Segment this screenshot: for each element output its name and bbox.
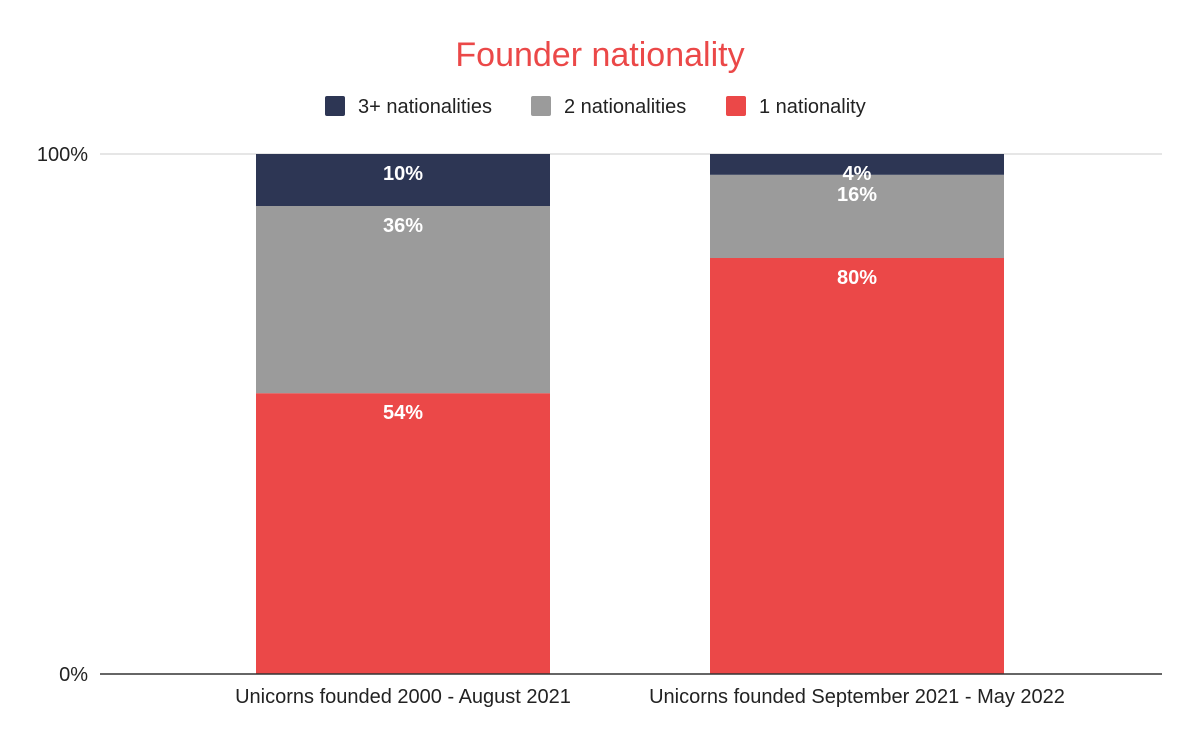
y-tick-label: 0% (59, 664, 88, 686)
legend-swatch (325, 96, 345, 116)
chart-title: Founder nationality (455, 36, 744, 74)
bar-segment-3plus-nationalities (710, 154, 1004, 175)
legend: 3+ nationalities 2 nationalities 1 nationa… (325, 96, 866, 118)
data-labels: 54% 36% 10% 80% 16%4% (383, 163, 877, 424)
legend-item-3plus-nationalities: 3+ nationalities (325, 96, 492, 118)
bar-segment-1-nationality (710, 258, 1004, 674)
legend-swatch (531, 96, 551, 116)
bar-segment-3plus-nationalities (256, 154, 550, 206)
legend-item-1-nationality: 1 nationality (726, 96, 866, 118)
bars (256, 154, 1004, 674)
data-label: 54% (383, 402, 423, 424)
x-category-label: Unicorns founded 2000 - August 2021 (235, 686, 571, 708)
data-label: 36% (383, 215, 423, 237)
data-label: 80% (837, 267, 877, 289)
axes: 0% 100% Unicorns founded 2000 - August 202… (37, 144, 1162, 708)
legend-label: 3+ nationalities (358, 96, 492, 118)
x-category-label: Unicorns founded September 2021 - May 20… (649, 686, 1065, 708)
legend-label: 1 nationality (759, 96, 866, 118)
legend-label: 2 nationalities (564, 96, 686, 118)
legend-item-2-nationalities: 2 nationalities (531, 96, 686, 118)
data-label: 10% (383, 163, 423, 185)
data-label: 4% (843, 163, 872, 185)
bar-segment-1-nationality (256, 393, 550, 674)
legend-swatch (726, 96, 746, 116)
y-tick-label: 100% (37, 144, 88, 166)
data-label: 16% (837, 184, 877, 206)
bar-segment-2-nationalities (256, 206, 550, 394)
bar-segment-2-nationalities (710, 174, 1004, 258)
